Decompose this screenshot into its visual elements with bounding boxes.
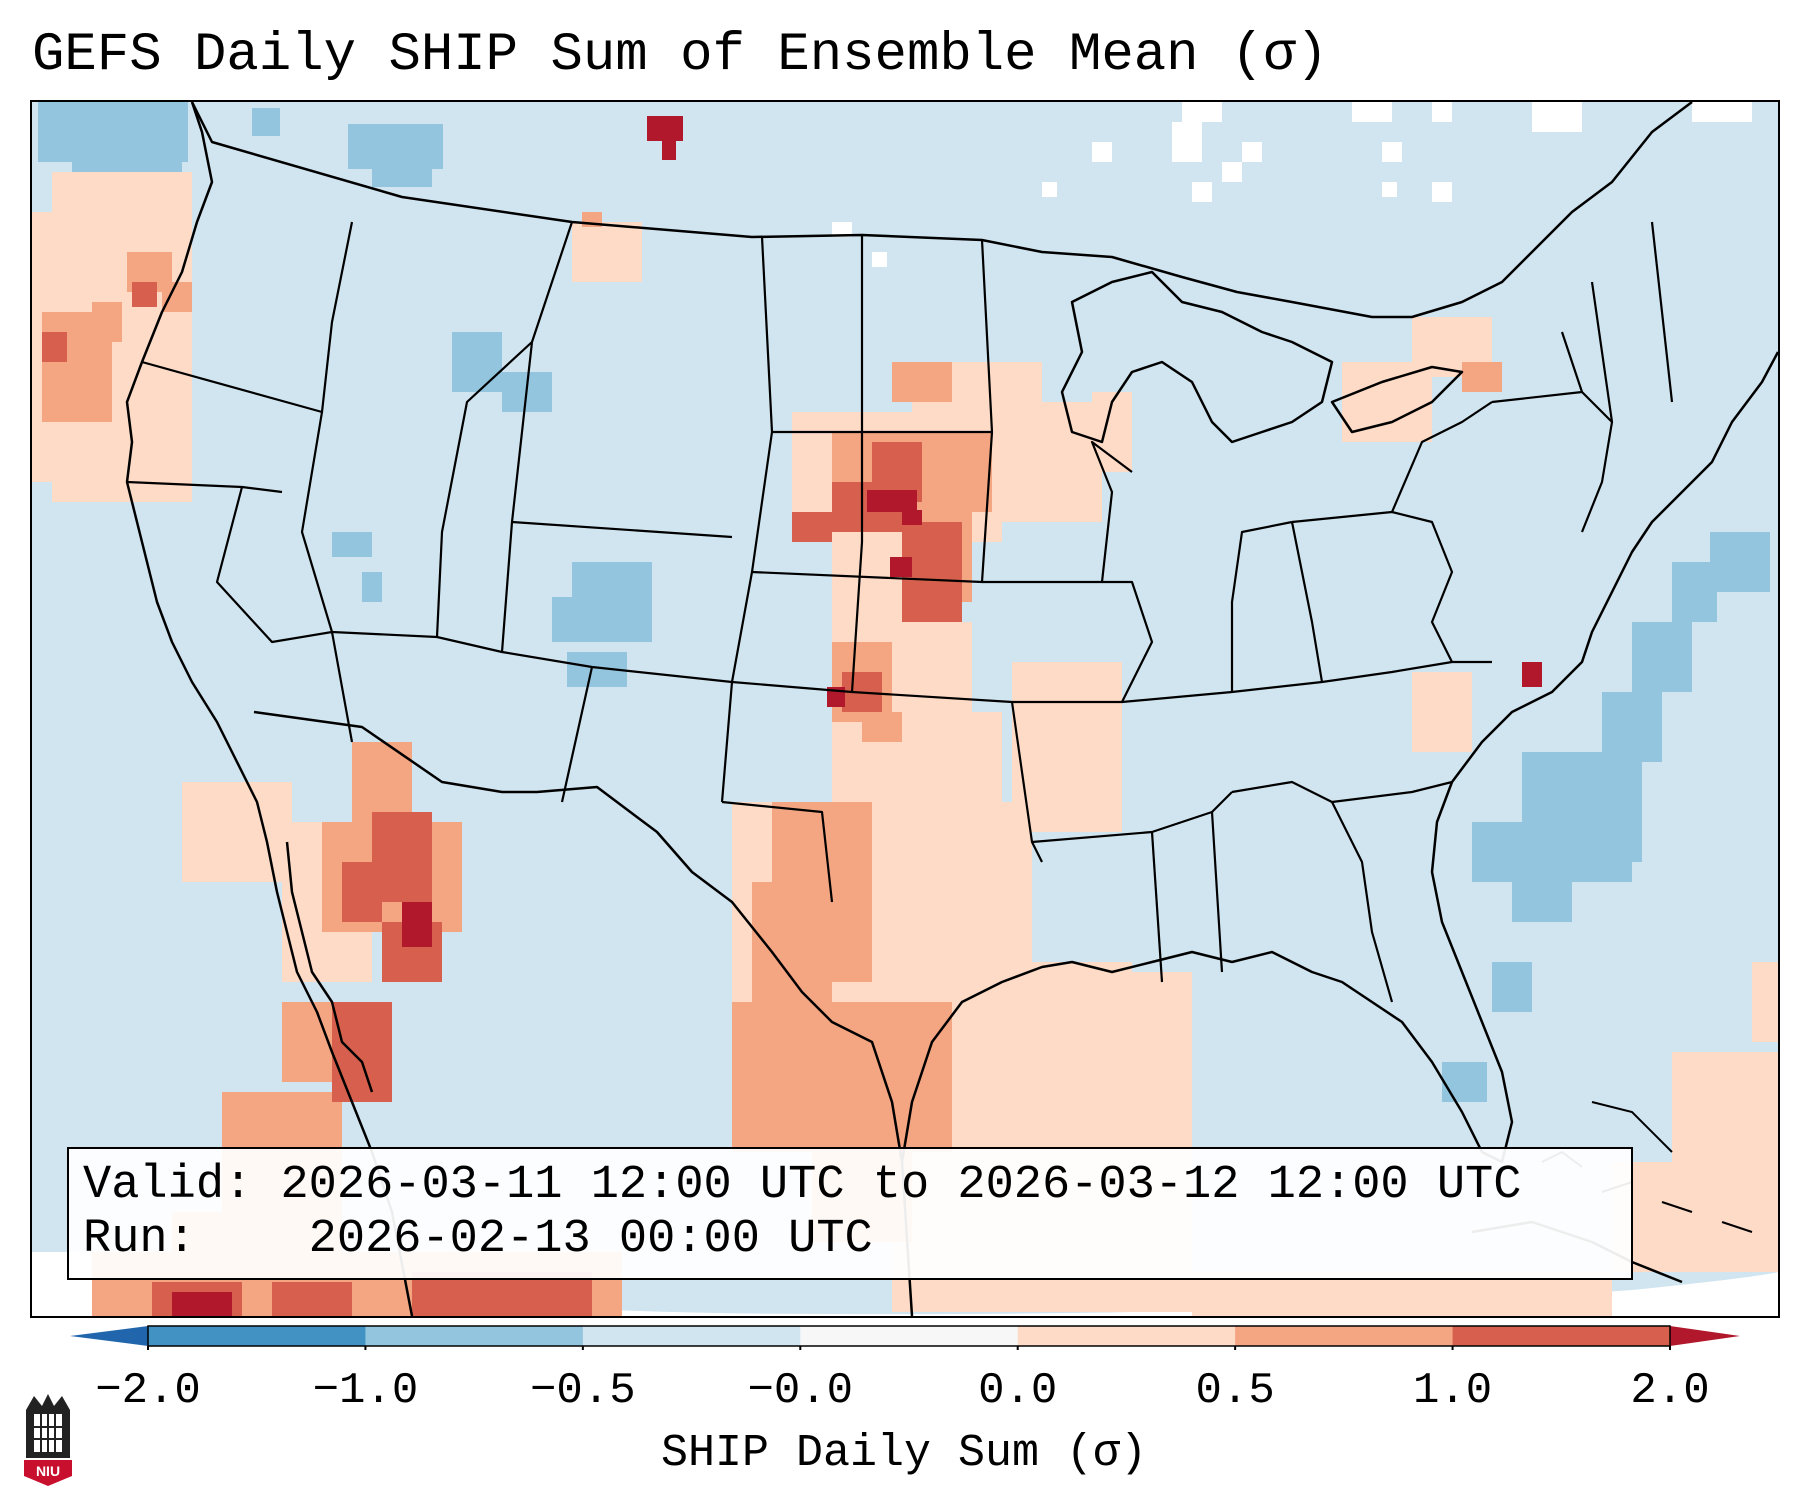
colorbar-tick-label: 2.0 [1630, 1366, 1710, 1416]
valid-line: Valid: 2026-03-11 12:00 UTC to 2026-03-1… [83, 1159, 1617, 1213]
valid-label: Valid: [83, 1159, 253, 1212]
run-line: Run: 2026-02-13 00:00 UTC [83, 1213, 1617, 1267]
colorbar [70, 1325, 1740, 1350]
colorbar-bin [365, 1326, 584, 1346]
coastlines-and-borders [125, 102, 1778, 1316]
extreme-positive-regions [172, 116, 1542, 1316]
colorbar-bin [1017, 1326, 1236, 1346]
colorbar-bin [582, 1326, 801, 1346]
missing-data-cells [32, 102, 1752, 1316]
colorbar-tick-label: 1.0 [1412, 1366, 1493, 1416]
colorbar-tick-label: 0.5 [1195, 1366, 1275, 1416]
colorbar-label: SHIP Daily Sum (σ) [660, 1428, 1148, 1479]
colorbar-tick-label: −2.0 [95, 1366, 201, 1416]
run-label: Run: [83, 1213, 196, 1266]
colorbar-bin [1452, 1326, 1671, 1346]
colorbar-outline [147, 1325, 1671, 1347]
colorbar-tick-label: −0.5 [530, 1366, 636, 1416]
colorbar-bin [148, 1326, 366, 1346]
baja-coast [285, 841, 374, 1093]
valid-value: 2026-03-11 12:00 UTC to 2026-03-12 12:00… [280, 1159, 1522, 1212]
colorbar-bin [800, 1326, 1019, 1346]
state-borders [126, 221, 1674, 1003]
great-lakes [1060, 270, 1334, 444]
colorbar-tick-label: −0.0 [747, 1366, 854, 1416]
colorbar-bin [1235, 1326, 1454, 1346]
us-mexico-border [253, 710, 914, 1316]
gulf-coast [900, 351, 1778, 1164]
colorbar-tick-label: 0.0 [978, 1366, 1058, 1416]
map-panel [30, 100, 1780, 1318]
colorbar-under-arrow [70, 1326, 148, 1346]
colorbar-tick-label: −1.0 [312, 1366, 419, 1416]
ship-anomaly-map [32, 102, 1778, 1316]
chart-title: GEFS Daily SHIP Sum of Ensemble Mean (σ) [32, 25, 1329, 86]
pacific-coast [125, 102, 414, 1316]
colorbar-over-arrow [1670, 1326, 1740, 1346]
run-value: 2026-02-13 00:00 UTC [308, 1213, 873, 1266]
valid-time-box: Valid: 2026-03-11 12:00 UTC to 2026-03-1… [67, 1147, 1633, 1280]
lake-erie-ontario [1330, 365, 1464, 434]
niu-logo: NIU [24, 1394, 72, 1486]
us-canada-border [190, 102, 1693, 319]
niu-logo-text: NIU [36, 1463, 60, 1479]
